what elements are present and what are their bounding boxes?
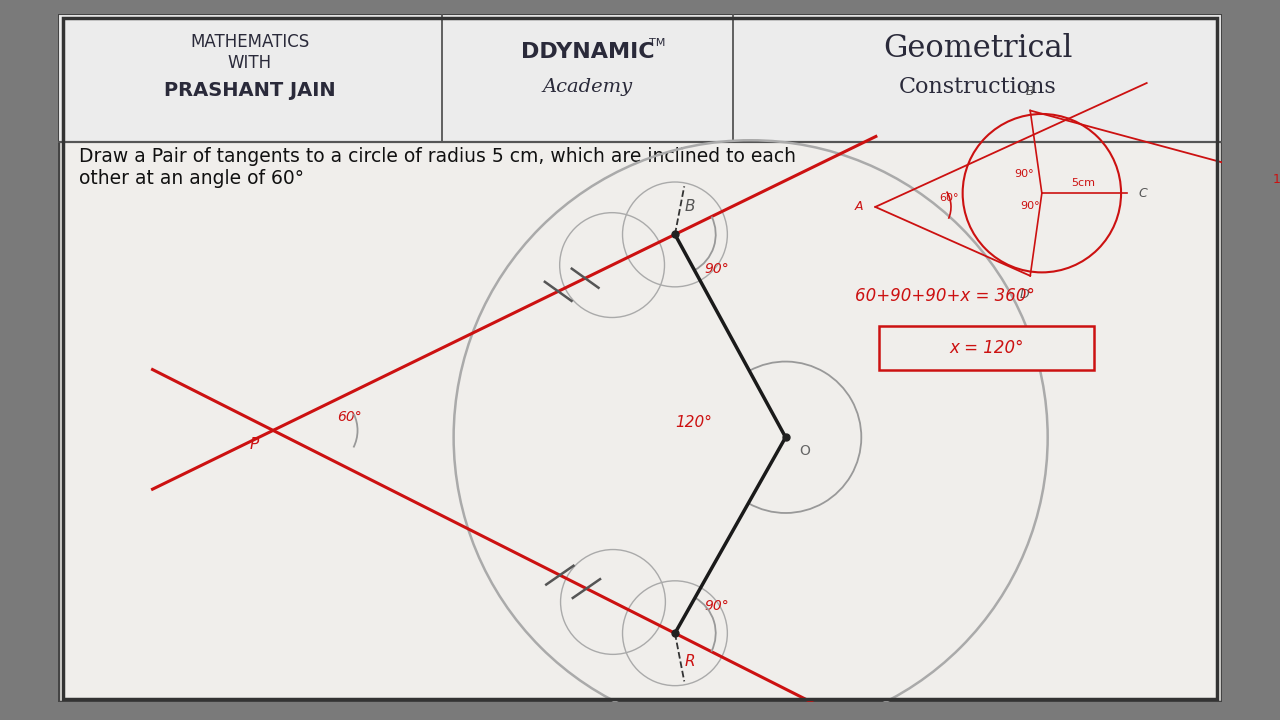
Text: B: B <box>685 199 695 214</box>
Text: WITH: WITH <box>228 53 271 71</box>
Text: MATHEMATICS: MATHEMATICS <box>191 33 310 51</box>
Text: 90°: 90° <box>704 598 728 613</box>
Text: B: B <box>1025 85 1034 98</box>
Bar <box>58 14 1222 142</box>
Text: Draw a Pair of tangents to a circle of radius 5 cm, which are inclined to each: Draw a Pair of tangents to a circle of r… <box>78 147 796 166</box>
Text: Constructions: Constructions <box>899 76 1057 98</box>
Text: DDYNAMIC: DDYNAMIC <box>521 42 654 62</box>
Text: A: A <box>855 200 864 213</box>
Text: 5cm: 5cm <box>1071 178 1094 188</box>
Text: x = 120°: x = 120° <box>950 339 1024 357</box>
Text: 60°: 60° <box>940 194 959 204</box>
Text: 120°: 120° <box>675 415 712 431</box>
Text: 60°: 60° <box>337 410 362 423</box>
Text: D: D <box>1020 288 1029 301</box>
Text: other at an angle of 60°: other at an angle of 60° <box>78 168 303 187</box>
Text: 120°: 120° <box>1272 173 1280 186</box>
FancyBboxPatch shape <box>879 325 1094 370</box>
Text: C: C <box>1138 186 1147 199</box>
Text: PRASHANT JAIN: PRASHANT JAIN <box>164 81 335 99</box>
Text: 90°: 90° <box>704 262 728 276</box>
Text: 60+90+90+x = 360°: 60+90+90+x = 360° <box>855 287 1036 305</box>
Text: Geometrical: Geometrical <box>883 33 1073 64</box>
Text: 90°: 90° <box>1020 202 1041 212</box>
Text: R: R <box>685 654 695 669</box>
Text: P: P <box>250 437 259 452</box>
Text: TM: TM <box>649 38 666 48</box>
Text: 90°: 90° <box>1015 169 1034 179</box>
Text: O: O <box>800 444 810 458</box>
Text: Academy: Academy <box>543 78 632 96</box>
